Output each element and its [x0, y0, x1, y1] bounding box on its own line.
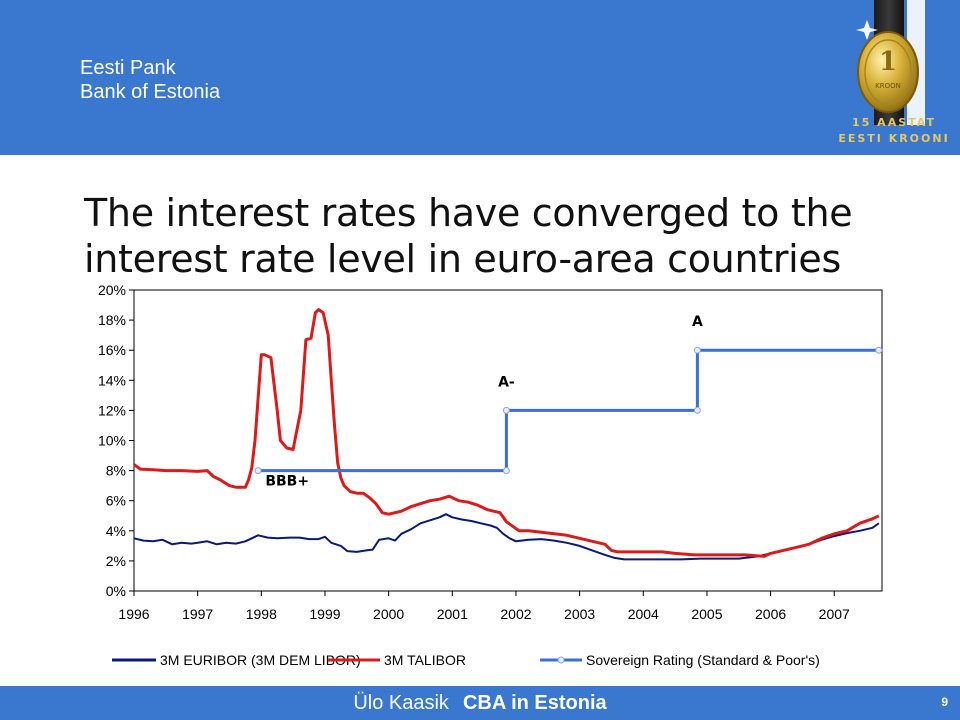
- legend-marker: [557, 656, 565, 664]
- footer-author: Ülo Kaasik: [353, 692, 449, 714]
- y-tick-label: 2%: [106, 553, 126, 569]
- x-tick-label: 2001: [437, 606, 468, 622]
- kroon-coin-icon: 1 KROON: [857, 31, 919, 113]
- kroon-anniversary-logo: 1 KROON 15 AASTAT EESTI KROONI: [822, 0, 960, 155]
- rating-point: [254, 467, 262, 475]
- legend-label: Sovereign Rating (Standard & Poor's): [586, 652, 820, 668]
- rating-label: A: [692, 314, 703, 330]
- series-line-1: [133, 513, 880, 561]
- rating-point: [693, 346, 701, 354]
- legend-label: 3M EURIBOR (3M DEM LIBOR): [160, 652, 361, 668]
- bank-name: Eesti Pank Bank of Estonia: [80, 56, 220, 104]
- logo-line1: 15 AASTAT: [852, 116, 936, 129]
- y-tick-label: 20%: [98, 282, 126, 298]
- x-tick-label: 1999: [309, 606, 340, 622]
- logo-line2: EESTI KROONI: [838, 132, 949, 145]
- x-tick-label: 1998: [246, 606, 277, 622]
- svg-text:KROON: KROON: [875, 82, 901, 90]
- y-tick-label: 8%: [106, 463, 126, 479]
- sparkle-icon: [856, 20, 878, 40]
- y-tick-label: 12%: [98, 402, 126, 418]
- bank-name-estonian: Eesti Pank: [80, 57, 176, 79]
- footer-text: Ülo Kaasik CBA in Estonia: [0, 692, 960, 715]
- svg-text:1: 1: [879, 47, 897, 77]
- bank-name-english: Bank of Estonia: [80, 81, 221, 103]
- series-line-2: [133, 308, 880, 558]
- rating-point: [693, 406, 701, 414]
- rating-label: BBB+: [265, 474, 309, 490]
- rating-point: [502, 406, 510, 414]
- y-tick-label: 4%: [106, 523, 126, 539]
- rating-label: A-: [498, 374, 515, 390]
- page-number: 9: [941, 695, 948, 709]
- slide-title: The interest rates have converged to the…: [84, 191, 853, 281]
- x-tick-label: 1996: [118, 606, 149, 622]
- interest-rate-chart: 0% 2% 4% 6% 8% 10% 12% 14% 16% 18% 20% 1996 1997 1998…: [98, 282, 883, 668]
- x-tick-label: 1997: [182, 606, 213, 622]
- plot-area: [133, 289, 883, 592]
- x-tick-label: 2004: [628, 606, 659, 622]
- y-tick-label: 16%: [98, 342, 126, 358]
- y-tick-label: 6%: [106, 493, 126, 509]
- x-tick-label: 2007: [819, 606, 850, 622]
- legend-label: 3M TALIBOR: [384, 652, 466, 668]
- slide-header: Eesti Pank Bank of Estonia: [0, 0, 960, 155]
- rating-point: [502, 467, 510, 475]
- series-line-3: [258, 348, 879, 473]
- x-tick-label: 2002: [500, 606, 531, 622]
- x-tick-label: 2000: [373, 606, 404, 622]
- y-tick-label: 10%: [98, 433, 126, 449]
- slide-footer: Ülo Kaasik CBA in Estonia 9: [0, 686, 960, 720]
- y-tick-label: 14%: [98, 372, 126, 388]
- footer-topic: CBA in Estonia: [462, 692, 607, 714]
- y-tick-label: 0%: [106, 583, 126, 599]
- y-tick-label: 18%: [98, 312, 126, 328]
- rating-point: [875, 346, 883, 354]
- x-tick-label: 2003: [564, 606, 595, 622]
- x-tick-label: 2005: [691, 606, 722, 622]
- x-tick-label: 2006: [755, 606, 786, 622]
